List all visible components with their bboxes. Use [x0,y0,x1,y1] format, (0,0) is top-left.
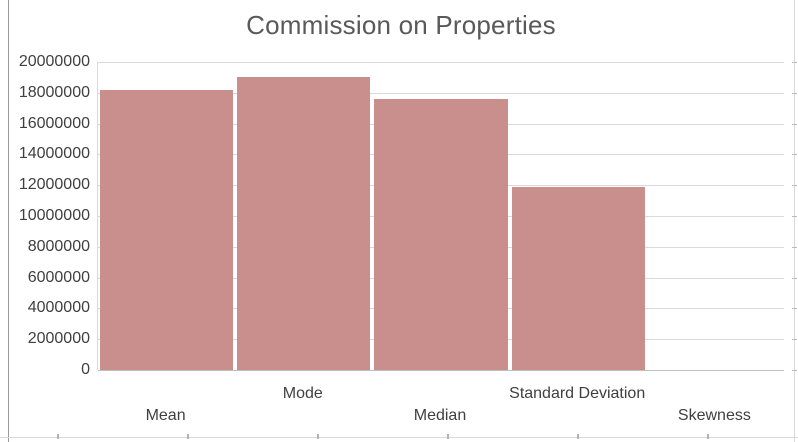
sheet-row-tick [792,339,797,341]
plot-area [97,62,784,371]
bar-median [374,98,508,370]
sheet-column-tick [187,434,189,439]
category-label-skewness: Skewness [677,407,751,424]
sheet-edge-right-line [794,0,795,442]
sheet-row-tick [792,92,797,94]
sheet-row-tick [792,123,797,125]
gridline [98,62,784,63]
sheet-row-tick [792,277,797,279]
y-axis-tick-label: 4000000 [27,299,90,317]
sheet-row-tick [792,185,797,187]
y-axis-tick-label: 0 [81,361,90,378]
bar-mode [237,77,371,370]
y-axis-tick-label: 16000000 [18,114,90,132]
y-axis-tick-label: 10000000 [18,207,90,224]
sheet-edge-bottom-line [0,437,798,438]
bar-mean [100,89,234,370]
sheet-row-tick [792,308,797,310]
sheet-row-tick [792,154,797,156]
category-label-standard-deviation: Standard Deviation [509,385,646,402]
y-axis-tick-label: 12000000 [18,176,90,194]
sheet-edge-left-line [8,0,9,442]
y-axis-tick-label: 8000000 [27,237,90,255]
y-axis-tick-label: 18000000 [18,83,90,101]
category-label-mode: Mode [282,385,323,402]
sheet-row-tick [792,370,797,371]
y-axis-tick-label: 2000000 [27,330,90,348]
category-label-median: Median [413,407,467,424]
sheet-column-tick [317,434,319,439]
y-axis-tick-label: 6000000 [27,268,90,286]
x-axis-line [98,370,784,371]
sheet-column-tick [57,434,59,439]
sheet-row-tick [792,216,797,217]
category-label-mean: Mean [145,407,186,424]
sheet-row-tick [792,246,797,248]
chart-title: Commission on Properties [246,10,556,40]
y-axis-tick-label: 14000000 [18,145,90,163]
bar-standard-deviation [511,186,645,370]
sheet-column-tick [707,434,709,439]
sheet-column-tick [577,434,579,439]
sheet-row-tick [792,62,797,63]
gridline [98,92,784,94]
sheet-column-tick [447,434,449,439]
y-axis-tick-label: 20000000 [18,53,90,70]
